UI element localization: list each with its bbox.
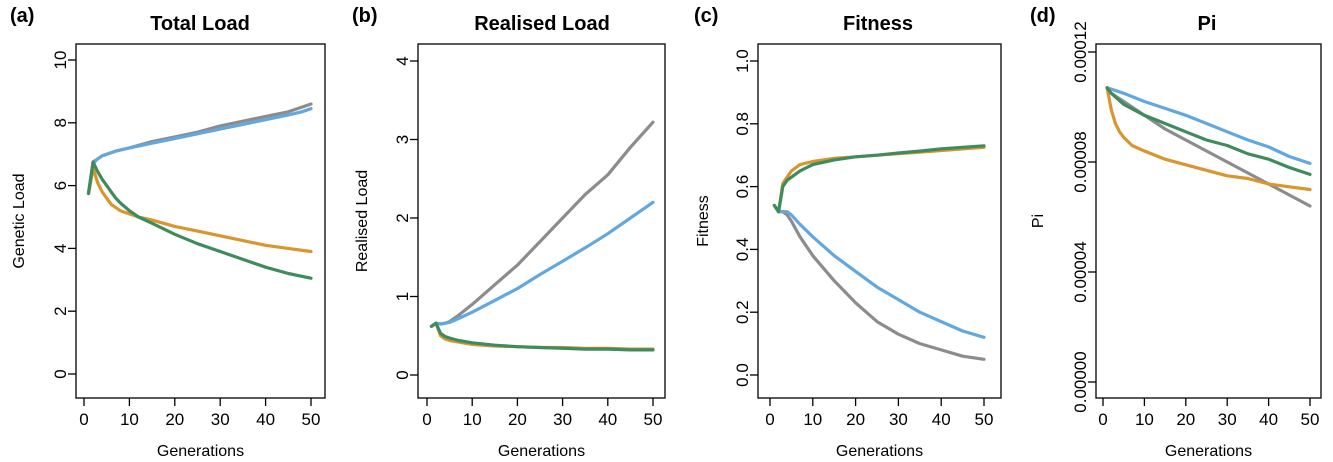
x-tick-label: 40 [1259, 410, 1278, 429]
plot-frame [417, 43, 666, 399]
x-tick-label: 0 [765, 410, 774, 429]
series-line-2 [772, 203, 986, 339]
series-line-4 [1105, 86, 1312, 176]
x-tick-label: 20 [1176, 410, 1195, 429]
x-tick-label: 30 [1218, 410, 1237, 429]
chart-title: Realised Load [474, 13, 610, 35]
y-tick-label: 6 [51, 181, 70, 190]
y-tick-label: 4 [393, 56, 412, 65]
panel-label: (d) [1030, 5, 1056, 27]
x-axis-title: Generations [1165, 443, 1252, 460]
x-tick-label: 40 [256, 410, 275, 429]
y-tick-label: 0 [51, 369, 70, 378]
series-line-2 [429, 200, 655, 328]
chart-title: Fitness [843, 13, 913, 35]
x-tick-label: 50 [302, 410, 321, 429]
x-tick-label: 10 [120, 410, 139, 429]
x-tick-label: 20 [508, 410, 527, 429]
plot-frame [757, 43, 1002, 399]
series-line-3 [772, 145, 986, 214]
x-tick-label: 50 [644, 410, 663, 429]
x-tick-label: 0 [79, 410, 88, 429]
x-tick-label: 50 [975, 410, 994, 429]
panel-label: (a) [10, 5, 34, 27]
panel-1: (a) Total Load 0 10 20 30 40 50 Generations 0 2 4 6 8… [10, 5, 326, 460]
y-tick-label: 0.00008 [1071, 131, 1090, 192]
y-tick-label: 0.6 [733, 175, 752, 199]
y-tick-label: 0.4 [733, 238, 752, 262]
x-tick-label: 30 [553, 410, 572, 429]
x-tick-label: 50 [1301, 410, 1320, 429]
x-tick-label: 40 [932, 410, 951, 429]
x-tick-label: 0 [422, 410, 431, 429]
series-line-3 [1105, 86, 1312, 192]
series-line-3 [86, 166, 313, 254]
y-axis-title: Pi [1030, 214, 1047, 228]
panel-3: (c) Fitness 0 10 20 30 40 50 Generations 0.0 0.2 0.… [694, 5, 1002, 460]
y-tick-label: 3 [393, 135, 412, 144]
y-tick-label: 1.0 [733, 49, 752, 73]
y-tick-label: 0.00000 [1071, 351, 1090, 412]
x-tick-label: 0 [1098, 410, 1107, 429]
y-tick-label: 10 [51, 51, 70, 70]
x-tick-label: 10 [463, 410, 482, 429]
chart-title: Total Load [150, 13, 250, 35]
x-tick-label: 20 [846, 410, 865, 429]
x-tick-label: 30 [889, 410, 908, 429]
y-tick-label: 4 [51, 244, 70, 253]
y-tick-label: 0.8 [733, 112, 752, 136]
y-axis-title: Genetic Load [11, 173, 28, 268]
y-axis-title: Fitness [695, 195, 712, 247]
x-axis-title: Generations [498, 443, 585, 460]
panel-4: (d) Pi 0 10 20 30 40 50 Generations 0.00000 0.0000… [1030, 5, 1322, 460]
x-tick-label: 10 [803, 410, 822, 429]
plot-frame [1095, 43, 1322, 399]
panel-2: (b) Realised Load 0 10 20 30 40 50 Generations 0 1… [352, 5, 666, 460]
y-tick-label: 1 [393, 292, 412, 301]
y-tick-label: 0.2 [733, 300, 752, 324]
series-line-3 [429, 321, 655, 351]
x-axis-title: Generations [836, 443, 923, 460]
y-tick-label: 2 [51, 306, 70, 315]
y-tick-label: 0.00012 [1071, 21, 1090, 82]
series-line-4 [772, 144, 986, 214]
y-axis-title: Realised Load [354, 170, 371, 272]
panel-label: (b) [352, 5, 378, 27]
plot-frame [75, 43, 326, 399]
x-tick-label: 40 [598, 410, 617, 429]
chart-title: Pi [1198, 13, 1217, 35]
x-tick-label: 30 [211, 410, 230, 429]
series-line-2 [86, 107, 313, 196]
x-tick-label: 20 [165, 410, 184, 429]
x-tick-label: 10 [1135, 410, 1154, 429]
series-line-2 [1105, 86, 1312, 165]
y-tick-label: 2 [393, 213, 412, 222]
series-line-4 [86, 160, 313, 280]
series-line-4 [429, 321, 655, 352]
y-tick-label: 0.0 [733, 363, 752, 387]
y-tick-label: 0.00004 [1071, 241, 1090, 302]
x-axis-title: Generations [157, 443, 244, 460]
y-tick-label: 0 [393, 370, 412, 379]
panel-label: (c) [694, 5, 718, 27]
y-tick-label: 8 [51, 118, 70, 127]
